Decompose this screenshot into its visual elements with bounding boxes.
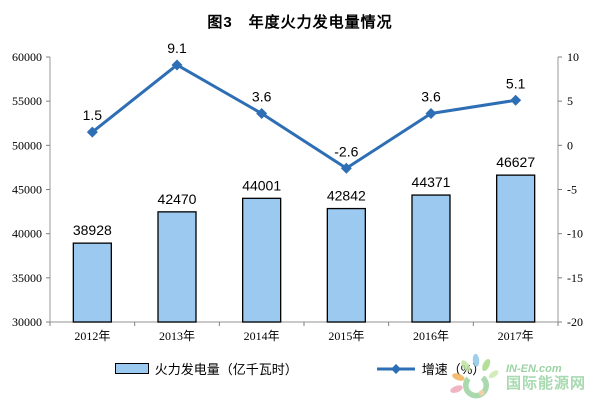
y-left-tick-label: 50000 xyxy=(12,138,42,152)
bar-2015年 xyxy=(326,207,366,323)
line-value-label: -2.6 xyxy=(334,143,358,159)
bar-value-label: 46627 xyxy=(496,154,535,170)
bar-2017年 xyxy=(496,174,536,323)
bar-value-label: 42842 xyxy=(327,188,366,204)
line-point-marker xyxy=(425,108,437,120)
y-right-tick-label: -10 xyxy=(567,227,583,241)
legend-item-bar-series: 火力发电量（亿千瓦时） xyxy=(114,359,298,378)
bar-value-label: 44371 xyxy=(412,174,451,190)
inen-flower-logo-icon xyxy=(450,353,499,399)
chart-plot-area: 30000 35000 40000 45000 50000 55000 60000 -20 -1… xyxy=(12,40,583,343)
y-left-tick-label: 35000 xyxy=(12,271,42,285)
line-point-marker xyxy=(171,59,183,71)
bar-value-label: 42470 xyxy=(158,191,197,207)
y-right-tick-label: -15 xyxy=(567,271,583,285)
line-value-label: 5.1 xyxy=(506,75,526,91)
y-right-tick-label: 0 xyxy=(567,138,573,152)
x-axis-category-label: 2016年 xyxy=(413,329,449,343)
x-axis-category-label: 2013年 xyxy=(159,329,195,343)
y-left-tick-label: 40000 xyxy=(12,227,42,241)
growth-rate-line xyxy=(90,63,518,170)
inen-brand-text: IN-EN.com xyxy=(505,363,562,376)
bar-value-label: 38928 xyxy=(73,222,112,238)
y-right-tick-label: 10 xyxy=(567,50,579,64)
y-right-tick-label: 5 xyxy=(567,94,573,108)
line-point-marker xyxy=(256,108,268,120)
bar-2013年 xyxy=(157,211,197,323)
bar-2014年 xyxy=(242,197,282,323)
y-right-tick-label: -5 xyxy=(567,183,577,197)
line-value-label: 3.6 xyxy=(252,89,272,105)
bar-value-label: 44001 xyxy=(242,177,281,193)
y-right-tick-label: -20 xyxy=(567,315,583,329)
inen-watermark: IN-EN.com 国际能源网 xyxy=(448,352,586,404)
x-axis-category-label: 2015年 xyxy=(328,329,364,343)
y-left-tick-label: 60000 xyxy=(12,50,42,64)
inen-name-text: 国际能源网 xyxy=(505,374,586,392)
line-point-marker xyxy=(510,94,522,106)
y-left-tick-label: 45000 xyxy=(12,183,42,197)
line-value-label: 1.5 xyxy=(83,107,103,123)
bar-series-swatch xyxy=(114,363,149,374)
bar-2012年 xyxy=(72,242,112,323)
line-point-marker xyxy=(86,126,98,138)
inen-watermark-text: IN-EN.com 国际能源网 xyxy=(506,364,586,391)
bar-series-label: 火力发电量（亿千瓦时） xyxy=(154,362,298,377)
x-axis-category-label: 2014年 xyxy=(244,329,280,343)
line-value-label: 3.6 xyxy=(421,89,441,105)
line-point-marker xyxy=(340,162,352,174)
line-series-swatch-icon xyxy=(376,363,415,374)
y-left-tick-label: 55000 xyxy=(12,94,42,108)
line-value-label: 9.1 xyxy=(167,40,187,56)
chart-title: 图3 年度火力发电量情况 xyxy=(207,14,393,31)
x-axis-category-label: 2012年 xyxy=(74,329,110,343)
x-axis-category-label: 2017年 xyxy=(498,329,534,343)
y-left-tick-label: 30000 xyxy=(12,315,42,329)
bar-2016年 xyxy=(411,194,451,323)
